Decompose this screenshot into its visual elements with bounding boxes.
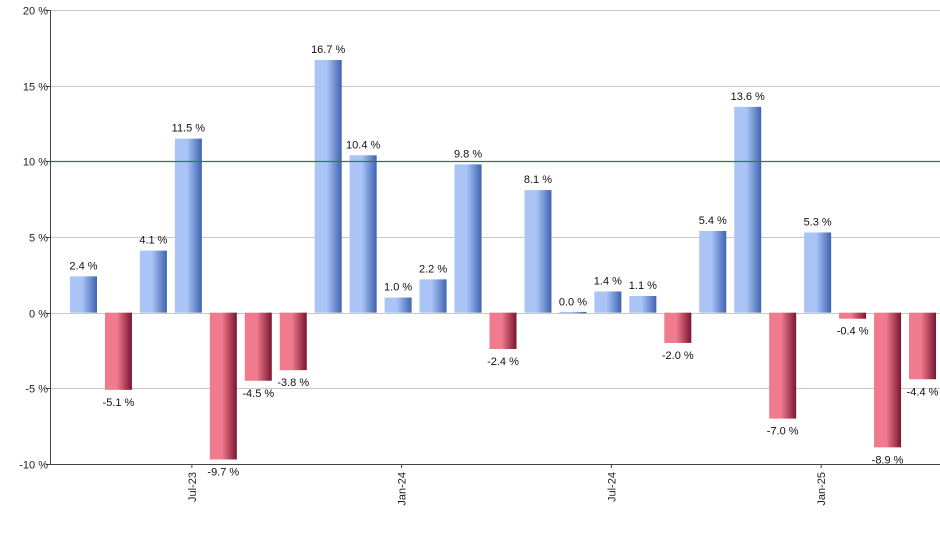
positive-bar xyxy=(734,106,762,313)
bar-data-label: -5.1 % xyxy=(103,397,135,409)
bar-data-label: 10.4 % xyxy=(346,139,380,151)
positive-bar xyxy=(524,190,552,313)
y-tick-label: 15 % xyxy=(23,82,48,94)
bar-data-label: 1.1 % xyxy=(629,280,657,292)
bar-data-label: -2.4 % xyxy=(487,356,519,368)
positive-bar xyxy=(699,230,727,313)
bar-data-label: -7.0 % xyxy=(767,426,799,438)
y-tick-label: 20 % xyxy=(23,6,48,18)
bar-data-label: 2.4 % xyxy=(69,260,97,272)
bar-data-label: 2.2 % xyxy=(419,263,447,275)
positive-bar xyxy=(349,155,377,313)
negative-bar xyxy=(874,312,902,448)
bar-data-label: -2.0 % xyxy=(662,350,694,362)
y-tick-label: 10 % xyxy=(23,157,48,169)
bar-data-label: -3.8 % xyxy=(277,377,309,389)
bar-data-label: 4.1 % xyxy=(139,235,167,247)
negative-bar xyxy=(209,312,237,460)
x-tick-label: Jan-24 xyxy=(397,472,409,506)
bar-data-label: -4.4 % xyxy=(907,386,939,398)
negative-bar xyxy=(664,312,692,343)
positive-bar xyxy=(69,276,97,313)
x-tick-label: Jan-25 xyxy=(816,472,828,506)
positive-bar xyxy=(139,250,167,313)
positive-bar xyxy=(629,296,657,313)
bar-data-label: -8.9 % xyxy=(872,454,904,466)
positive-bar xyxy=(419,279,447,313)
y-tick-label: -5 % xyxy=(25,384,48,396)
negative-bar xyxy=(769,312,797,419)
positive-bar xyxy=(384,297,412,313)
y-tick-label: 5 % xyxy=(29,233,48,245)
negative-bar xyxy=(489,312,517,349)
positive-bar xyxy=(454,164,482,313)
negative-bar xyxy=(244,312,272,381)
y-tick-label: 0 % xyxy=(29,309,48,321)
bar-data-label: -4.5 % xyxy=(242,388,274,400)
negative-bar xyxy=(909,312,937,380)
positive-bar xyxy=(559,311,587,314)
bar-data-label: 8.1 % xyxy=(524,174,552,186)
y-tick-label: -10 % xyxy=(19,460,48,472)
bar-data-label: 13.6 % xyxy=(731,91,765,103)
bar-data-label: 11.5 % xyxy=(172,123,206,135)
positive-bar xyxy=(314,59,342,313)
bar-data-label: 9.8 % xyxy=(454,148,482,160)
negative-bar xyxy=(104,312,132,390)
negative-bar xyxy=(279,312,307,371)
bar-data-label: 1.0 % xyxy=(384,282,412,294)
positive-bar xyxy=(594,291,622,313)
negative-bar xyxy=(839,312,867,319)
axes xyxy=(50,10,940,465)
bar-data-label: -0.4 % xyxy=(837,326,869,338)
bar-data-label: 5.3 % xyxy=(804,216,832,228)
x-axis-tick-labels: Jul-23 Jan-24 Jul-24 Jan-25 xyxy=(187,464,828,506)
y-axis-tick-labels: -10 % -5 % 0 % 5 % 10 % 15 % 20 % xyxy=(19,6,48,472)
bar-data-label: -9.7 % xyxy=(207,466,239,478)
data-labels: 2.4 % -5.1 % 4.1 % 11.5 % -9.7 % -4.5 %-3.8 %… xyxy=(69,44,938,479)
bar-data-label: 5.4 % xyxy=(699,215,727,227)
bar-data-label: 0.0 % xyxy=(559,297,587,309)
bar-data-label: 16.7 % xyxy=(311,44,345,56)
positive-bar xyxy=(804,232,832,313)
bars xyxy=(69,59,937,460)
bar-data-label: 1.4 % xyxy=(594,275,622,287)
x-tick-label: Jul-24 xyxy=(606,472,618,502)
positive-bar xyxy=(174,138,202,313)
x-tick-label: Jul-23 xyxy=(187,472,199,502)
